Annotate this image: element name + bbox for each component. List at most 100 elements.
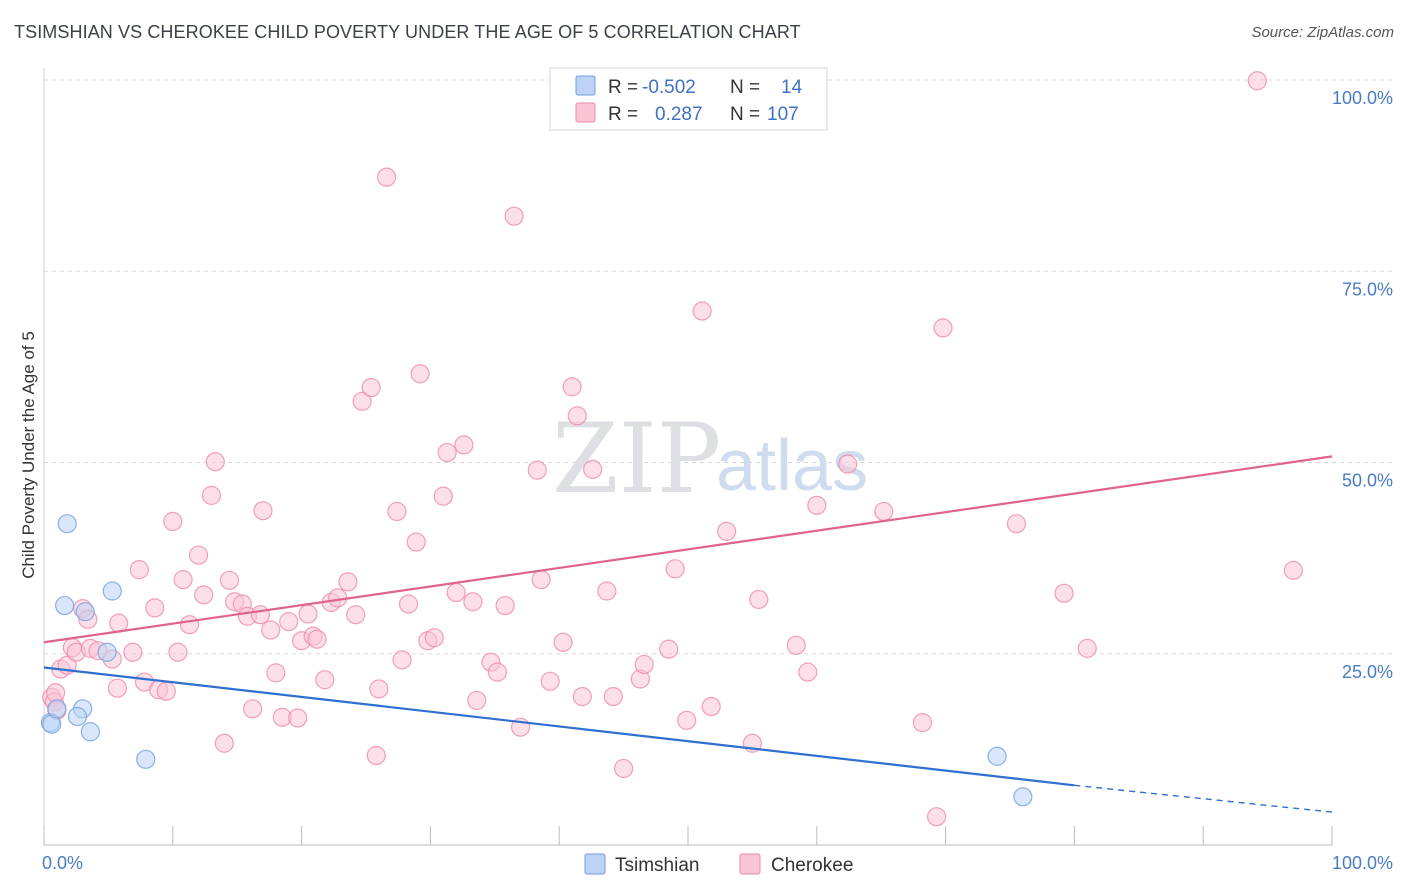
point-cherokee-40 [279,612,299,632]
point-cherokee-71 [495,595,515,616]
point-cherokee-101 [926,807,947,827]
point-cherokee-36 [253,501,273,521]
point-cherokee-105 [1077,638,1097,658]
point-cherokee-49 [338,572,358,592]
point-cherokee-45 [307,629,327,649]
point-cherokee-86 [634,654,654,675]
point-cherokee-52 [361,377,381,398]
point-cherokee-53 [366,745,386,766]
point-cherokee-35 [250,605,270,625]
point-cherokee-25 [188,545,209,565]
point-cherokee-82 [597,581,617,601]
point-cherokee-95 [786,635,806,655]
legend-swatch-cherokee [575,102,596,123]
bottom-legend-swatch-cherokee [739,853,761,875]
point-tsimshian-9 [97,642,117,662]
point-cherokee-28 [205,452,225,472]
point-tsimshian-4 [55,595,75,616]
point-cherokee-62 [424,628,444,648]
point-cherokee-102 [933,318,953,338]
y-tick-label-0: 25.0% [1342,662,1393,682]
point-cherokee-37 [261,620,281,640]
point-cherokee-60 [410,364,430,384]
point-cherokee-74 [527,460,547,480]
point-cherokee-78 [562,377,582,397]
point-cherokee-72 [504,206,524,226]
point-cherokee-15 [123,642,143,662]
point-tsimshian-7 [67,706,88,727]
point-cherokee-66 [454,435,474,455]
point-cherokee-38 [266,663,286,683]
x-tick-label-min: 0.0% [42,853,83,873]
legend-swatch-tsimshian [575,75,596,96]
x-tick-label-max: 100.0% [1332,853,1393,873]
point-cherokee-80 [572,686,592,707]
bottom-legend-swatch-tsimshian [584,853,606,875]
point-cherokee-16 [129,559,149,580]
point-cherokee-75 [531,569,551,590]
point-tsimshian-13 [1013,787,1033,807]
legend-n-value-tsimshian: 14 [781,77,803,98]
point-cherokee-104 [1054,583,1074,603]
point-tsimshian-10 [102,581,122,601]
y-axis-label: Child Poverty Under the Age of 5 [19,331,38,579]
trend-lines [43,455,1333,813]
grid-lines [44,79,1395,655]
point-cherokee-64 [437,442,457,463]
legend-frame [549,67,828,131]
point-cherokee-24 [179,615,200,635]
point-cherokee-14 [109,613,129,633]
point-tsimshian-5 [75,602,95,622]
point-cherokee-23 [173,569,193,590]
point-cherokee-98 [838,454,858,474]
legend-r-value-tsimshian: -0.502 [642,77,696,98]
y-tick-labels: 25.0% 50.0% 75.0% 100.0% [1332,88,1393,682]
point-tsimshian-12 [987,746,1007,766]
point-cherokee-22 [168,642,188,662]
point-cherokee-29 [214,733,234,753]
point-cherokee-63 [433,486,453,506]
point-tsimshian-3 [57,514,77,534]
trend-line-tsimshian [43,666,1075,787]
point-cherokee-26 [194,585,214,605]
point-cherokee-18 [145,598,165,618]
y-tick-label-1: 50.0% [1342,471,1393,491]
point-cherokee-54 [369,679,389,699]
source-label: Source: ZipAtlas.com [1251,24,1394,41]
point-cherokee-27 [201,485,222,505]
chart-title: TSIMSHIAN VS CHEROKEE CHILD POVERTY UNDE… [14,22,801,42]
point-cherokee-76 [540,671,560,691]
legend-r-value-cherokee: 0.287 [655,104,703,125]
point-cherokee-100 [912,712,933,733]
point-cherokee-43 [298,604,318,624]
bottom-legend: Tsimshian Cherokee [584,853,853,876]
point-cherokee-107 [1283,560,1303,580]
point-cherokee-59 [406,532,426,552]
point-cherokee-46 [315,670,335,690]
legend-r-label-cherokee: R = [608,104,638,125]
trend-line-tsimshian-extension [1074,784,1333,813]
point-cherokee-103 [1006,514,1027,534]
point-cherokee-34 [243,699,263,719]
bottom-legend-label-tsimshian: Tsimshian [615,855,699,876]
legend-box: R = -0.502 N = 14 R = 0.287 N = 107 [549,67,828,131]
trend-line-cherokee [43,455,1333,644]
point-tsimshian-11 [136,749,156,769]
point-cherokee-65 [446,582,466,603]
point-cherokee-90 [692,301,712,321]
legend-n-label-cherokee: N = [730,104,760,125]
point-cherokee-56 [387,501,407,522]
point-cherokee-57 [392,650,412,670]
bottom-legend-label-cherokee: Cherokee [771,855,853,876]
point-cherokee-96 [798,662,818,682]
point-cherokee-81 [583,459,603,479]
point-cherokee-21 [163,511,183,532]
y-tick-label-2: 75.0% [1342,279,1393,299]
point-cherokee-92 [717,521,737,541]
point-cherokee-20 [156,681,176,701]
point-cherokee-55 [377,167,397,187]
point-cherokee-89 [677,710,697,730]
point-cherokee-87 [659,639,679,659]
point-cherokee-50 [346,605,366,625]
legend-n-value-cherokee: 107 [767,104,799,125]
